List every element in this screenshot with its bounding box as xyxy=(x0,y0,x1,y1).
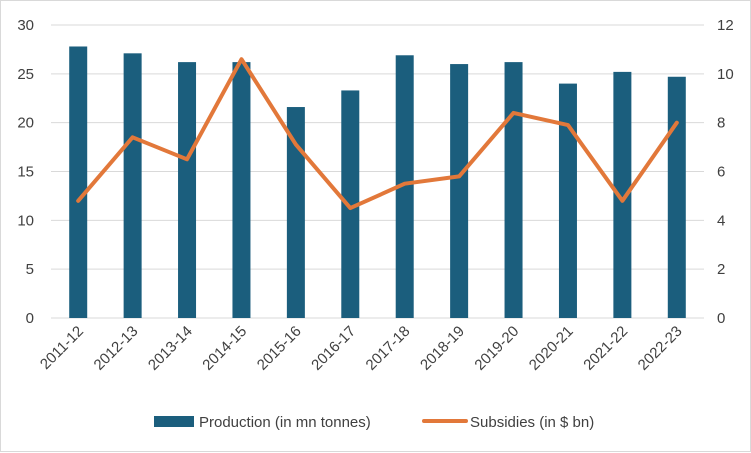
left-axis-tick-label: 25 xyxy=(17,66,34,83)
x-axis-tick-label: 2015-16 xyxy=(254,323,305,374)
legend-production-label: Production (in mn tonnes) xyxy=(199,414,371,431)
x-axis-tick-label: 2019-20 xyxy=(471,323,522,374)
gridlines xyxy=(51,24,704,319)
left-axis-tick-label: 5 xyxy=(26,261,34,278)
production-bar xyxy=(504,62,523,318)
left-axis-tick-label: 10 xyxy=(17,212,34,229)
right-axis-tick-label: 8 xyxy=(717,115,725,132)
production-bar xyxy=(123,53,142,318)
legend: Production (in mn tonnes) Subsidies (in … xyxy=(154,414,594,431)
production-bar xyxy=(178,62,197,318)
left-axis-tick-label: 15 xyxy=(17,164,34,181)
subsidies-line xyxy=(76,57,679,211)
production-bars xyxy=(69,46,686,319)
right-axis-tick-label: 4 xyxy=(717,212,725,229)
left-axis-tick-label: 20 xyxy=(17,115,34,132)
x-axis-tick-label: 2011-12 xyxy=(37,323,87,373)
production-bar xyxy=(450,64,469,318)
production-bar xyxy=(667,76,686,318)
x-axis-tick-label: 2018-19 xyxy=(417,323,468,374)
x-axis-ticks: 2011-12 2012-13 2013-14 2014-15 2015-16 2016-… xyxy=(37,323,686,374)
x-axis-tick-label: 2022-23 xyxy=(635,323,686,374)
production-bar xyxy=(69,46,88,319)
production-bar xyxy=(232,62,251,318)
right-axis-tick-label: 0 xyxy=(717,310,725,327)
legend-subsidies-label: Subsidies (in $ bn) xyxy=(470,414,594,431)
production-bar xyxy=(558,83,577,318)
right-axis-tick-label: 6 xyxy=(717,164,725,181)
right-axis-tick-label: 2 xyxy=(717,261,725,278)
production-bar xyxy=(395,55,414,318)
x-axis-tick-label: 2020-21 xyxy=(526,323,577,374)
production-bar xyxy=(341,90,360,318)
x-axis-tick-label: 2013-14 xyxy=(145,323,196,374)
right-axis-tick-label: 12 xyxy=(717,17,734,34)
right-axis-ticks: 0 2 4 6 8 10 12 xyxy=(717,17,734,327)
x-axis-tick-label: 2017-18 xyxy=(363,323,414,374)
production-bar xyxy=(613,71,632,318)
left-axis-tick-label: 0 xyxy=(26,310,34,327)
left-axis-ticks: 0 5 10 15 20 25 30 xyxy=(17,17,34,327)
production-bar xyxy=(286,107,305,318)
x-axis-tick-label: 2021-22 xyxy=(580,323,631,374)
right-axis-tick-label: 10 xyxy=(717,66,734,83)
left-axis-tick-label: 30 xyxy=(17,17,34,34)
legend-production-swatch xyxy=(154,416,194,427)
x-axis-tick-label: 2012-13 xyxy=(90,323,141,374)
x-axis-tick-label: 2014-15 xyxy=(199,323,250,374)
x-axis-tick-label: 2016-17 xyxy=(308,323,359,374)
